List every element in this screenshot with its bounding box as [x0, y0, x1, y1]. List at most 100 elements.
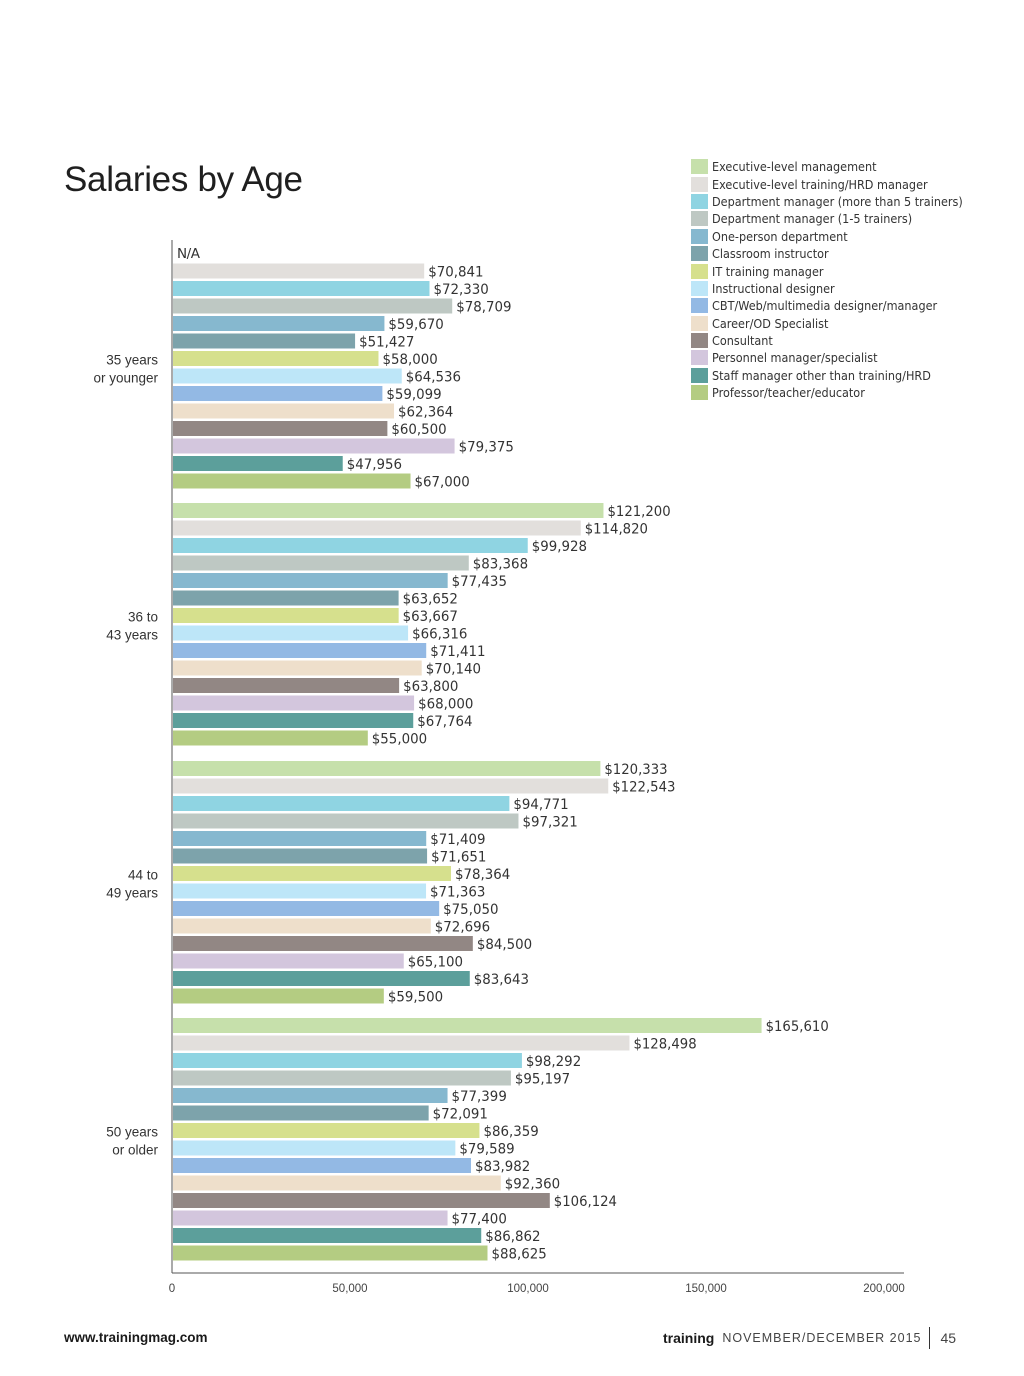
legend-swatch [691, 333, 708, 349]
bar-value-label: $78,709 [456, 300, 511, 316]
legend-swatch [691, 228, 708, 244]
bar [173, 625, 409, 641]
bar [173, 333, 356, 349]
bar [173, 848, 428, 864]
legend-item: Classroom instructor [691, 245, 991, 262]
bar-value-label: $72,091 [433, 1107, 488, 1123]
bar [173, 883, 427, 899]
bar-value-label: $70,140 [426, 662, 481, 678]
legend-item: Personnel manager/specialist [691, 349, 991, 366]
category-label: or older [112, 1143, 158, 1158]
bar-value-label: N/A [177, 246, 201, 262]
bar-value-label: $75,050 [443, 902, 498, 918]
bar [173, 1018, 762, 1033]
bar-value-label: $120,333 [604, 762, 667, 778]
bar [173, 1245, 488, 1261]
bar [173, 971, 470, 986]
legend-item: Professor/teacher/educator [691, 384, 991, 401]
bar-value-label: $79,589 [459, 1142, 514, 1158]
bar [173, 1175, 501, 1191]
legend-swatch [691, 246, 708, 262]
bar-value-label: $63,667 [403, 609, 458, 625]
bar [173, 1105, 429, 1121]
legend-item: Career/OD Specialist [691, 315, 991, 332]
bar-value-label: $92,360 [505, 1177, 560, 1193]
bar [173, 660, 422, 676]
bar [173, 761, 601, 776]
legend-item: Executive-level training/HRD manager [691, 175, 991, 192]
x-tick-label: 200,000 [863, 1283, 905, 1295]
bar [173, 351, 379, 366]
legend-label: One-person department [712, 228, 848, 244]
bar [173, 438, 455, 454]
legend-label: Department manager (1-5 trainers) [712, 211, 913, 227]
bar-value-label: $98,292 [526, 1054, 581, 1070]
bar-value-label: $122,543 [612, 780, 675, 796]
footer-divider [929, 1327, 931, 1349]
bar-value-label: $72,696 [435, 920, 490, 936]
legend-item: One-person department [691, 228, 991, 245]
footer-url[interactable]: www.trainingmag.com [64, 1330, 208, 1345]
bar-value-label: $58,000 [382, 352, 437, 368]
bar-value-label: $77,400 [452, 1212, 507, 1228]
bar-value-label: $79,375 [459, 440, 514, 456]
legend: Executive-level management Executive-leve… [691, 158, 991, 401]
bar [173, 520, 581, 536]
bar-value-label: $63,652 [403, 592, 458, 608]
bar-value-label: $114,820 [585, 522, 648, 538]
bar [173, 778, 609, 794]
bar-value-label: $60,500 [391, 422, 446, 438]
bar [173, 918, 431, 934]
bar-value-label: $77,435 [452, 574, 507, 590]
bar-value-label: $71,363 [430, 885, 485, 901]
bar-value-label: $71,651 [431, 850, 486, 866]
category-label: 49 years [106, 886, 158, 901]
bar [173, 936, 473, 951]
bar [173, 866, 451, 881]
bar [173, 813, 519, 829]
bar-value-label: $63,800 [403, 679, 458, 695]
legend-swatch [691, 211, 708, 227]
bar-value-label: $128,498 [633, 1037, 696, 1053]
bar-value-label: $51,427 [359, 335, 414, 351]
bar-value-label: $86,862 [485, 1229, 540, 1245]
legend-swatch [691, 193, 708, 209]
bar [173, 608, 399, 623]
legend-item: Instructional designer [691, 280, 991, 297]
bar [173, 1158, 471, 1173]
bar [173, 730, 368, 746]
x-tick-label: 100,000 [507, 1283, 549, 1295]
bar [173, 953, 404, 969]
legend-swatch [691, 263, 708, 279]
bar [173, 368, 402, 384]
category-label: 50 years [106, 1125, 158, 1140]
bar [173, 1035, 630, 1051]
footer-issue: NOVEMBER/DECEMBER 2015 [722, 1331, 922, 1345]
bar [173, 1193, 550, 1208]
bar-value-label: $67,000 [415, 475, 470, 491]
bar-value-label: $95,197 [515, 1072, 570, 1088]
bar-value-label: $99,928 [532, 539, 587, 555]
category-label: 36 to [128, 610, 158, 625]
category-label: 43 years [106, 628, 158, 643]
legend-label: Consultant [712, 333, 773, 349]
bar [173, 403, 395, 419]
bar [173, 1070, 511, 1086]
footer-issue-info: training NOVEMBER/DECEMBER 2015 45 [663, 1327, 956, 1349]
bar-value-label: $62,364 [398, 405, 453, 421]
bar-value-label: $64,536 [406, 370, 461, 386]
bar [173, 538, 528, 553]
bar [173, 1053, 522, 1068]
footer-brand: training [663, 1330, 715, 1346]
bar [173, 831, 427, 846]
bar [173, 473, 411, 489]
bar-value-label: $55,000 [372, 732, 427, 748]
legend-item: Consultant [691, 332, 991, 349]
bar [173, 796, 510, 811]
bar-value-label: $59,670 [388, 317, 443, 333]
bar [173, 1228, 482, 1243]
bar [173, 263, 425, 279]
bar [173, 901, 440, 916]
category-label: or younger [93, 371, 158, 386]
